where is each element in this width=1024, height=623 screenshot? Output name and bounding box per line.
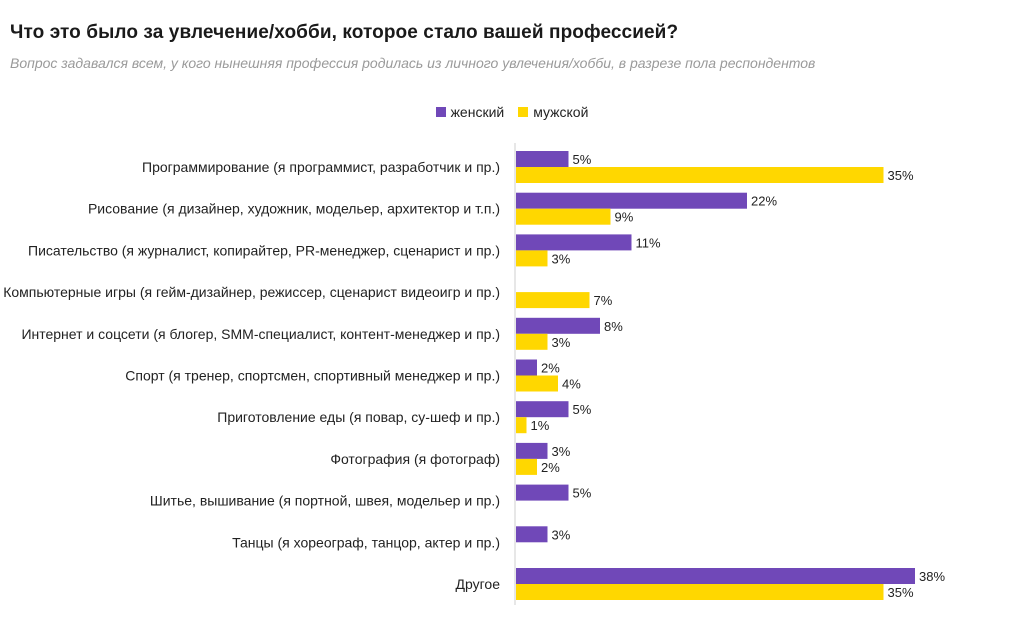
category-label: Фотография (я фотограф): [330, 451, 500, 467]
value-label-male: 3%: [552, 335, 571, 350]
value-label-female: 3%: [552, 444, 571, 459]
bar-female: [516, 359, 537, 376]
legend-swatch-male: [518, 107, 529, 117]
value-label-female: 5%: [573, 402, 592, 417]
bar-female: [516, 401, 569, 418]
value-label-female: 8%: [604, 319, 623, 334]
legend-swatch-female: [435, 107, 446, 117]
category-label: Спорт (я тренер, спортсмен, спортивный м…: [125, 368, 500, 384]
legend-item-male: мужской: [518, 104, 588, 120]
value-label-male: 35%: [888, 585, 914, 600]
value-label-female: 5%: [573, 152, 592, 167]
category-label: Рисование (я дизайнер, художник, моделье…: [88, 201, 500, 217]
value-label-male: 35%: [888, 168, 914, 183]
value-label-female: 5%: [573, 486, 592, 501]
value-label-male: 1%: [531, 418, 550, 433]
bar-female: [516, 317, 600, 334]
chart-subtitle: Вопрос задавался всем, у кого нынешняя п…: [10, 55, 816, 71]
value-label-male: 7%: [594, 293, 613, 308]
bar-female: [516, 484, 569, 501]
bar-female: [516, 151, 569, 167]
chart-legend: женский мужской: [0, 104, 1024, 120]
legend-label-female: женский: [450, 104, 505, 120]
value-label-female: 38%: [919, 569, 945, 584]
legend-item-female: женский: [435, 104, 505, 120]
bar-female: [516, 234, 632, 251]
bar-female: [516, 442, 548, 459]
bar-male: [516, 208, 611, 225]
category-label: Писательство (я журналист, копирайтер, P…: [28, 242, 500, 258]
chart-title: Что это было за увлечение/хобби, которое…: [10, 22, 679, 43]
bar-male: [516, 458, 537, 475]
value-label-male: 2%: [541, 460, 560, 475]
bar-female: [516, 568, 915, 584]
value-label-female: 3%: [552, 527, 571, 542]
bar-female: [516, 526, 548, 543]
value-label-female: 2%: [541, 361, 560, 376]
value-label-female: 11%: [636, 235, 661, 250]
category-label: Танцы (я хореограф, танцор, актер и пр.): [232, 534, 500, 550]
category-label: Интернет и соцсети (я блогер, SMM-специа…: [21, 326, 500, 342]
bar-male: [516, 167, 884, 183]
bar-female: [516, 192, 747, 209]
bar-male: [516, 417, 527, 434]
bar-male: [516, 292, 590, 309]
bar-male: [516, 333, 548, 350]
value-label-male: 3%: [552, 251, 571, 266]
bar-male: [516, 375, 558, 392]
legend-label-male: мужской: [533, 104, 589, 120]
category-label: Приготовление еды (я повар, су-шеф и пр.…: [217, 409, 500, 425]
category-label: Программирование (я программист, разрабо…: [142, 159, 500, 175]
bar-male: [516, 250, 548, 267]
value-label-male: 9%: [615, 210, 634, 225]
category-label: Другое: [456, 576, 501, 592]
category-label: Компьютерные игры (я гейм-дизайнер, режи…: [3, 284, 500, 300]
value-label-female: 22%: [751, 194, 777, 209]
value-label-male: 4%: [562, 377, 581, 392]
category-label: Шитье, вышивание (я портной, швея, модел…: [150, 493, 500, 509]
bar-male: [516, 584, 884, 600]
